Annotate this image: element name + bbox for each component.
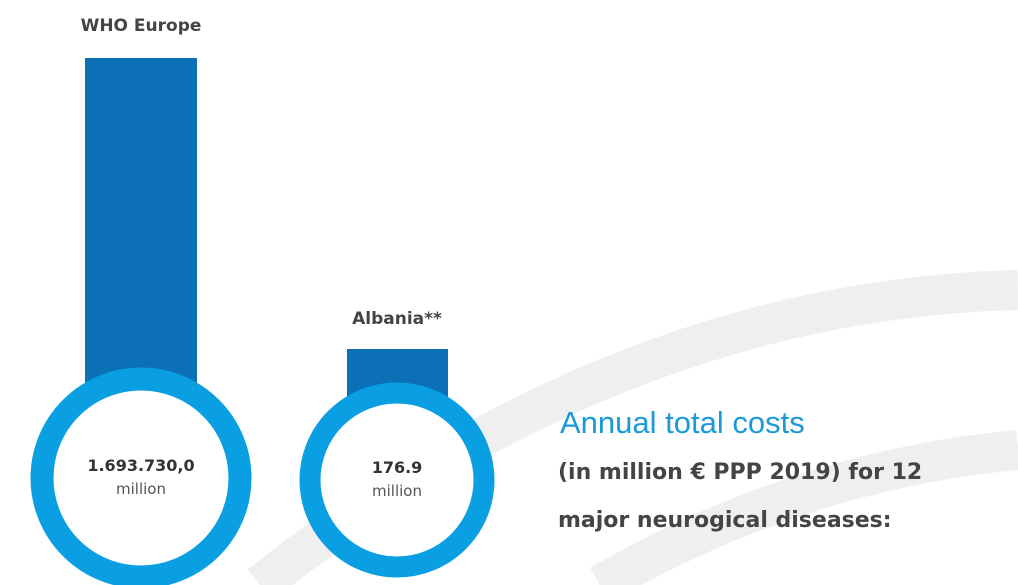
item-label: Albania** (352, 309, 442, 329)
item-value: 176.9 (372, 458, 423, 477)
item-value: 1.693.730,0 (87, 456, 194, 475)
subtitle-line: major neurogical diseases: (558, 508, 892, 533)
item-label: WHO Europe (81, 16, 202, 36)
ring (30, 367, 252, 585)
heading: Annual total costs (560, 405, 805, 440)
subtitle-line: (in million € PPP 2019) for 12 (558, 460, 922, 485)
ring (299, 382, 495, 578)
arc (590, 430, 1018, 585)
bar (85, 58, 197, 388)
item-unit: million (116, 480, 166, 498)
item-unit: million (372, 482, 422, 500)
